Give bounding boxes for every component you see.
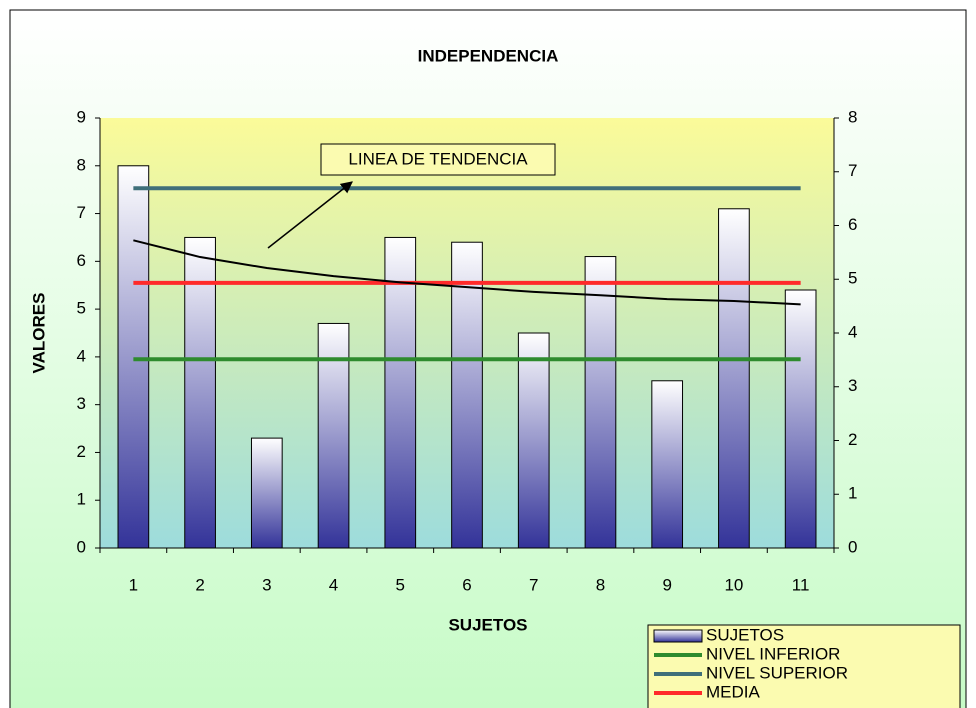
x-axis-label: SUJETOS <box>448 615 527 634</box>
legend-label: NIVEL SUPERIOR <box>706 663 848 682</box>
y-tick-label: 2 <box>77 442 86 461</box>
bar <box>318 323 349 548</box>
y-tick-label: 8 <box>77 155 86 174</box>
y-tick-label: 6 <box>77 251 86 270</box>
x-tick-label: 9 <box>662 575 671 594</box>
x-tick-label: 2 <box>195 575 204 594</box>
x-tick-label: 1 <box>129 575 138 594</box>
bar <box>719 209 750 548</box>
legend-label: SUJETOS <box>706 625 784 644</box>
x-tick-label: 8 <box>596 575 605 594</box>
annotation: LINEA DE TENDENCIA <box>348 149 528 168</box>
y2-tick-label: 4 <box>848 322 857 341</box>
bar <box>585 257 616 548</box>
bar <box>251 438 282 548</box>
x-tick-label: 10 <box>724 575 743 594</box>
bar <box>518 333 549 548</box>
chart-title: INDEPENDENCIA <box>418 46 559 65</box>
x-tick-label: 6 <box>462 575 471 594</box>
y-tick-label: 0 <box>77 537 86 556</box>
y2-tick-label: 1 <box>848 484 857 503</box>
x-tick-label: 4 <box>329 575 338 594</box>
bar <box>652 381 683 548</box>
y-tick-label: 1 <box>77 490 86 509</box>
y2-tick-label: 6 <box>848 215 857 234</box>
legend-label: NIVEL INFERIOR <box>706 644 840 663</box>
y2-tick-label: 7 <box>848 161 857 180</box>
y-tick-label: 3 <box>77 394 86 413</box>
y-axis-label: VALORES <box>29 293 48 374</box>
y-tick-label: 9 <box>77 107 86 126</box>
bar <box>118 166 149 548</box>
legend-label: MEDIA <box>706 682 761 701</box>
y2-tick-label: 3 <box>848 376 857 395</box>
x-tick-label: 3 <box>262 575 271 594</box>
y2-tick-label: 0 <box>848 537 857 556</box>
x-tick-label: 7 <box>529 575 538 594</box>
y2-tick-label: 5 <box>848 269 857 288</box>
y2-tick-label: 8 <box>848 107 857 126</box>
legend-swatch <box>654 630 702 642</box>
y2-tick-label: 2 <box>848 430 857 449</box>
bar <box>785 290 816 548</box>
y-tick-label: 5 <box>77 299 86 318</box>
y-tick-label: 7 <box>77 203 86 222</box>
chart: INDEPENDENCIA SUJETOS VALORES LINEA DE T… <box>0 0 976 708</box>
y-tick-label: 4 <box>77 346 86 365</box>
x-tick-label: 11 <box>792 575 810 594</box>
x-tick-label: 5 <box>396 575 405 594</box>
